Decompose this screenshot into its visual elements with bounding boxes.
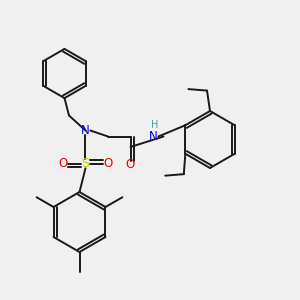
Text: S: S <box>82 157 89 170</box>
Text: N: N <box>148 130 158 143</box>
Text: O: O <box>103 157 112 170</box>
Text: H: H <box>151 120 158 130</box>
Text: O: O <box>126 158 135 171</box>
Text: O: O <box>58 157 68 170</box>
Text: N: N <box>81 124 90 137</box>
